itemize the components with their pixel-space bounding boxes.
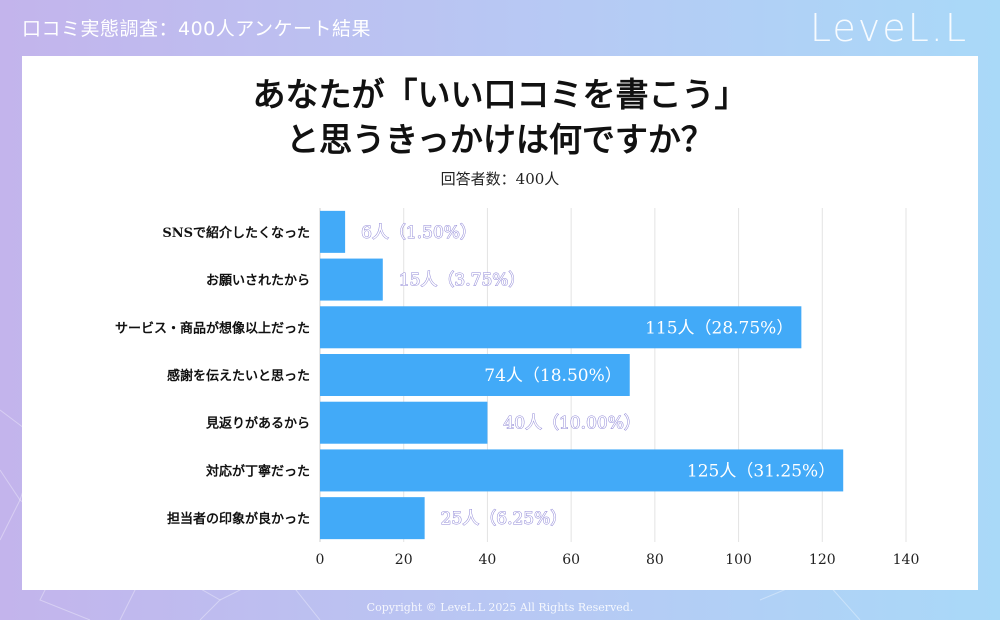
x-tick-label: 60	[562, 552, 580, 568]
category-label: SNSで紹介したくなった	[162, 225, 310, 241]
category-label: 見返りがあるから	[205, 416, 310, 432]
x-tick-label: 80	[646, 552, 664, 568]
data-label: 6人（1.50%）	[361, 223, 477, 243]
data-label: 40人（10.00%）	[503, 414, 640, 434]
x-tick-label: 100	[725, 552, 752, 568]
category-label: お願いされたから	[206, 274, 310, 289]
question-line-2: と思うきっかけは何ですか？	[286, 120, 714, 159]
bar-chart: 0 20 40 60 80 100 120 140 SNSで紹介したくなった 6人（1.50%） お…	[115, 208, 920, 568]
x-tick-label: 0	[316, 552, 325, 568]
category-label: 担当者の印象が良かった	[167, 511, 310, 527]
respondent-count: 回答者数：400人	[440, 170, 560, 188]
data-label: 74人（18.50%）	[484, 366, 621, 386]
data-label: 125人（31.25%）	[687, 461, 835, 481]
question-line-1: あなたが「いい口コミを書こう」	[252, 75, 748, 114]
bar	[320, 401, 488, 444]
chart-card: あなたが「いい口コミを書こう」 と思うきっかけは何ですか？ 回答者数：400人 …	[22, 56, 978, 590]
category-label: 対応が丁寧だった	[205, 463, 310, 479]
bar	[320, 210, 346, 253]
bar	[320, 497, 425, 540]
data-label: 115人（28.75%）	[645, 318, 793, 338]
bar	[320, 449, 844, 492]
category-label: サービス・商品が想像以上だった	[115, 320, 310, 336]
bar	[320, 306, 802, 349]
bar	[320, 258, 383, 301]
bar	[320, 354, 630, 396]
copyright: Copyright © LeveL.L 2025 All Rights Rese…	[366, 601, 634, 614]
x-tick-label: 140	[893, 552, 920, 568]
brand-logo: LeveL.L	[809, 6, 968, 50]
survey-title: 口コミ実態調査：400人アンケート結果	[22, 18, 372, 40]
x-tick-label: 120	[809, 552, 836, 568]
data-label: 15人（3.75%）	[399, 271, 526, 291]
x-tick-label: 20	[395, 552, 413, 568]
data-label: 25人（6.25%）	[441, 509, 568, 529]
category-label: 感謝を伝えたいと思った	[167, 368, 310, 384]
question-title: あなたが「いい口コミを書こう」 と思うきっかけは何ですか？	[22, 72, 978, 162]
x-tick-label: 40	[479, 552, 497, 568]
